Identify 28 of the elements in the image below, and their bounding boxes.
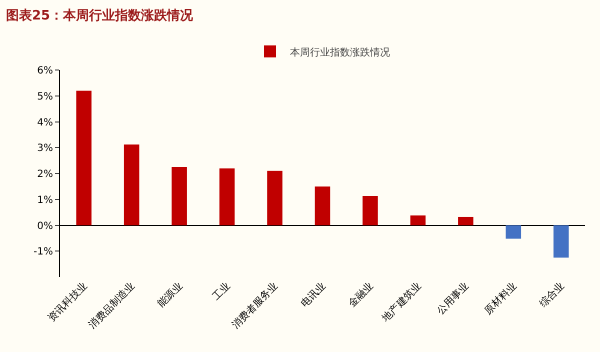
y-tick-label: 4% [37, 117, 53, 128]
chart-title: 图表25：本周行业指数涨跌情况 [6, 8, 194, 24]
y-tick-label: 2% [37, 169, 53, 180]
y-tick-label: -1% [34, 246, 53, 258]
bar [506, 225, 522, 239]
y-tick-label: 3% [37, 143, 53, 154]
bar [314, 186, 330, 226]
y-tick-label: 0% [37, 220, 53, 232]
bar [267, 170, 282, 226]
x-tick-label: 电讯业 [298, 280, 328, 310]
legend-label: 本周行业指数涨跌情况 [290, 46, 390, 58]
bar [410, 215, 426, 226]
bar [554, 225, 569, 258]
x-tick-label: 地产建筑业 [379, 280, 424, 325]
y-tick-label: 6% [37, 66, 53, 76]
x-tick-label: 原材料业 [482, 280, 520, 317]
bar [172, 167, 187, 226]
bar [458, 216, 474, 226]
x-tick-label: 综合业 [537, 280, 567, 310]
bar [219, 168, 235, 226]
y-tick-label: 5% [37, 91, 53, 102]
x-tick-label: 能源业 [155, 280, 185, 310]
x-tick-label: 公用事业 [434, 280, 472, 317]
x-tick-label: 金融业 [346, 280, 376, 310]
bar [362, 196, 378, 226]
bar [76, 90, 92, 226]
y-tick-label: 1% [37, 194, 53, 206]
bar [124, 144, 140, 226]
